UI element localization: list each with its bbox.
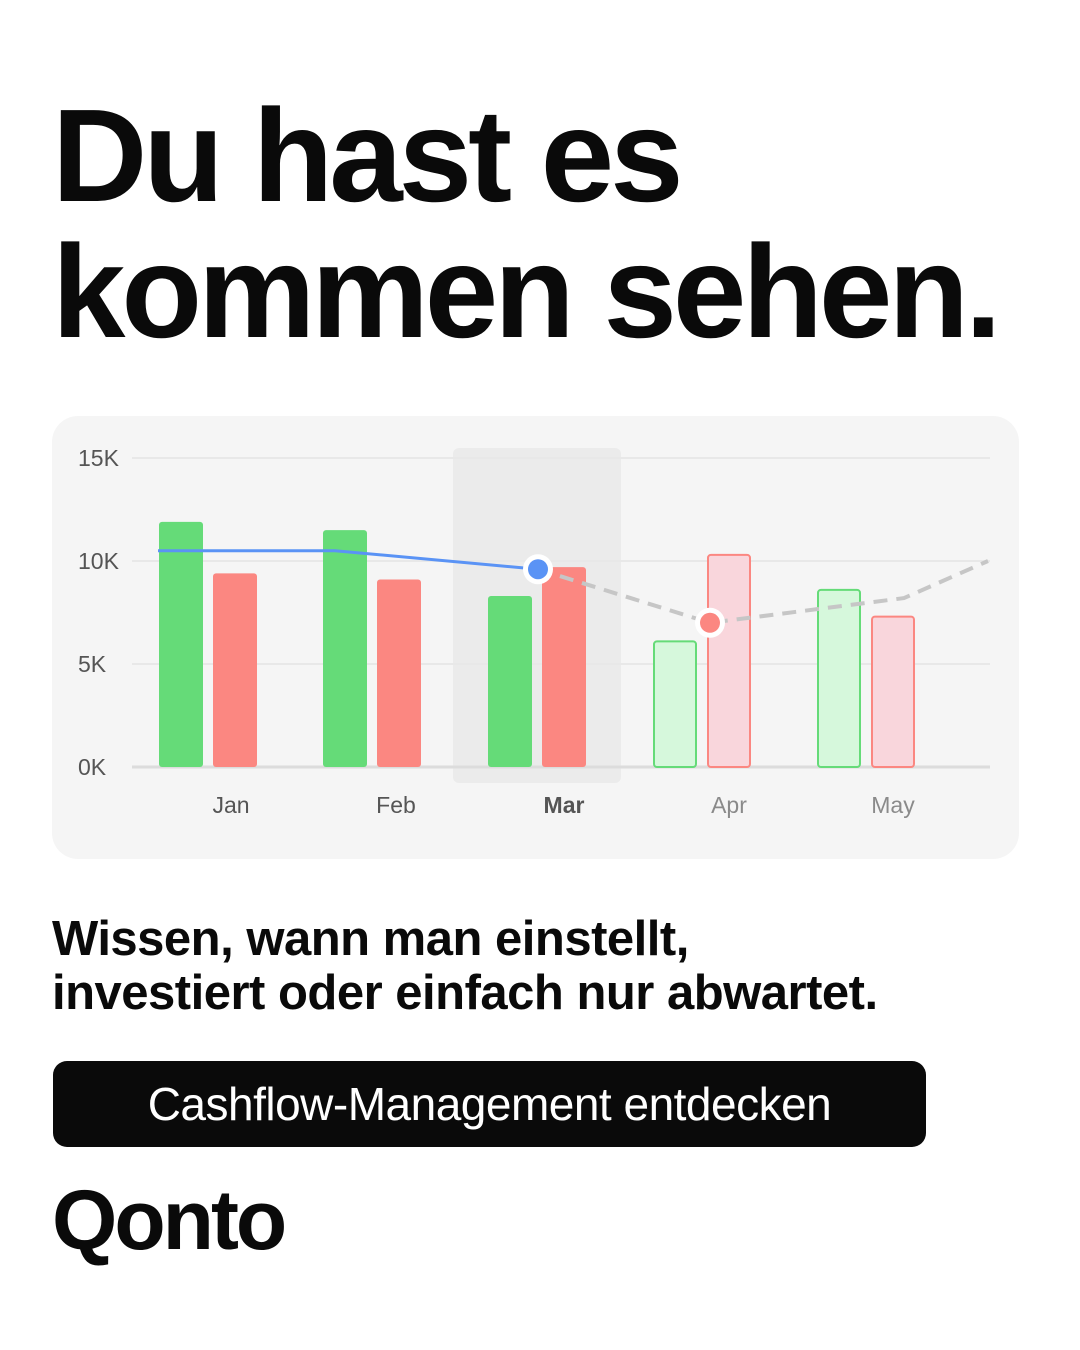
outflow-forecast-bar bbox=[871, 615, 915, 768]
x-axis-label: May bbox=[871, 792, 915, 818]
y-axis-label: 15K bbox=[78, 445, 120, 471]
x-axis-label: Apr bbox=[711, 792, 747, 818]
headline: Du hast es kommen sehen. bbox=[52, 88, 1052, 360]
y-axis-label: 0K bbox=[78, 754, 107, 780]
y-axis-label: 5K bbox=[78, 651, 107, 677]
inflow-forecast-bar bbox=[817, 588, 861, 768]
x-axis-label: Jan bbox=[212, 792, 249, 818]
x-axis-label: Feb bbox=[376, 792, 416, 818]
forecast-low-dot bbox=[700, 612, 720, 633]
inflow-forecast-bar bbox=[653, 640, 697, 768]
subheadline-line-1: Wissen, wann man einstellt, bbox=[52, 912, 689, 966]
subheadline-line-2: investiert oder einfach nur abwartet. bbox=[52, 966, 878, 1020]
balance-forecast-line bbox=[537, 559, 989, 625]
cashflow-chart: 0K 5K 10K 15K Jan Feb Mar Apr May bbox=[78, 445, 990, 818]
cashflow-chart-card: 0K 5K 10K 15K Jan Feb Mar Apr May bbox=[52, 416, 1019, 859]
inflow-bar bbox=[159, 521, 203, 767]
inflow-bar bbox=[323, 530, 367, 767]
qonto-logo: Qonto bbox=[52, 1173, 287, 1267]
outflow-bar bbox=[377, 579, 421, 767]
balance-line bbox=[158, 549, 539, 571]
subheadline: Wissen, wann man einstellt, investiert o… bbox=[52, 912, 1052, 1020]
discover-cashflow-management-button[interactable]: Cashflow-Management entdecken bbox=[53, 1061, 926, 1147]
headline-line-2: kommen sehen. bbox=[52, 218, 1002, 365]
outflow-bar bbox=[542, 567, 586, 767]
y-axis-label: 10K bbox=[78, 548, 120, 574]
outflow-bar bbox=[213, 573, 257, 767]
x-axis-label: Mar bbox=[544, 792, 585, 818]
outflow-forecast-bar bbox=[707, 553, 751, 768]
inflow-bar bbox=[488, 596, 532, 767]
current-balance-dot bbox=[528, 559, 548, 580]
highlight-column bbox=[453, 448, 621, 783]
headline-line-1: Du hast es bbox=[52, 82, 684, 229]
